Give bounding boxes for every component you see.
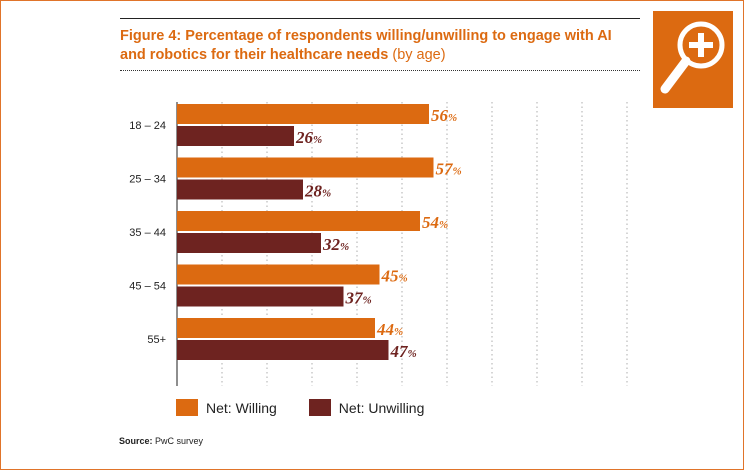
legend-swatch-willing [176, 399, 198, 416]
category-label: 45 – 54 [129, 281, 166, 293]
data-label-willing: 57% [436, 160, 462, 179]
category-label: 55+ [147, 334, 166, 346]
data-label-unwilling: 26% [295, 128, 322, 147]
chart-title-suffix: (by age) [392, 47, 446, 63]
magnify-plus-icon [660, 21, 725, 94]
bar-willing [177, 211, 420, 231]
title-rule [120, 18, 640, 19]
bar-willing [177, 264, 380, 285]
category-label: 35 – 44 [129, 227, 166, 239]
title-dotted-rule [120, 70, 640, 71]
bar-unwilling [177, 179, 303, 200]
bar-willing [177, 157, 434, 178]
data-label-unwilling: 32% [322, 235, 349, 254]
data-label-willing: 44% [376, 320, 403, 339]
source-note: Source: PwC survey [119, 436, 203, 446]
zoom-button[interactable] [653, 11, 733, 108]
legend-label-willing: Net: Willing [206, 399, 277, 416]
source-label: Source: [119, 436, 153, 446]
data-label-willing: 45% [381, 267, 408, 286]
source-text: PwC survey [155, 436, 204, 446]
data-label-willing: 54% [422, 213, 448, 232]
category-label: 25 – 34 [129, 174, 166, 186]
bar-willing [177, 104, 429, 124]
data-label-unwilling: 28% [304, 182, 331, 201]
legend-label-unwilling: Net: Unwilling [338, 399, 425, 416]
category-label: 18 – 24 [129, 120, 166, 132]
bar-unwilling [177, 340, 389, 360]
legend-item-willing: Net: Willing [176, 399, 277, 416]
chart-title-main: Figure 4: Percentage of respondents will… [120, 28, 612, 63]
legend-item-unwilling: Net: Unwilling [308, 399, 425, 416]
bar-unwilling [177, 126, 294, 146]
data-label-unwilling: 47% [390, 342, 417, 361]
bar-unwilling [177, 233, 321, 253]
bar-willing [177, 318, 375, 338]
data-label-unwilling: 37% [345, 289, 372, 308]
bar-unwilling [177, 286, 344, 307]
legend-swatch-unwilling [308, 399, 331, 416]
legend: Net: Willing Net: Unwilling [176, 399, 456, 416]
chart-title: Figure 4: Percentage of respondents will… [120, 27, 640, 65]
data-label-willing: 56% [431, 106, 457, 125]
